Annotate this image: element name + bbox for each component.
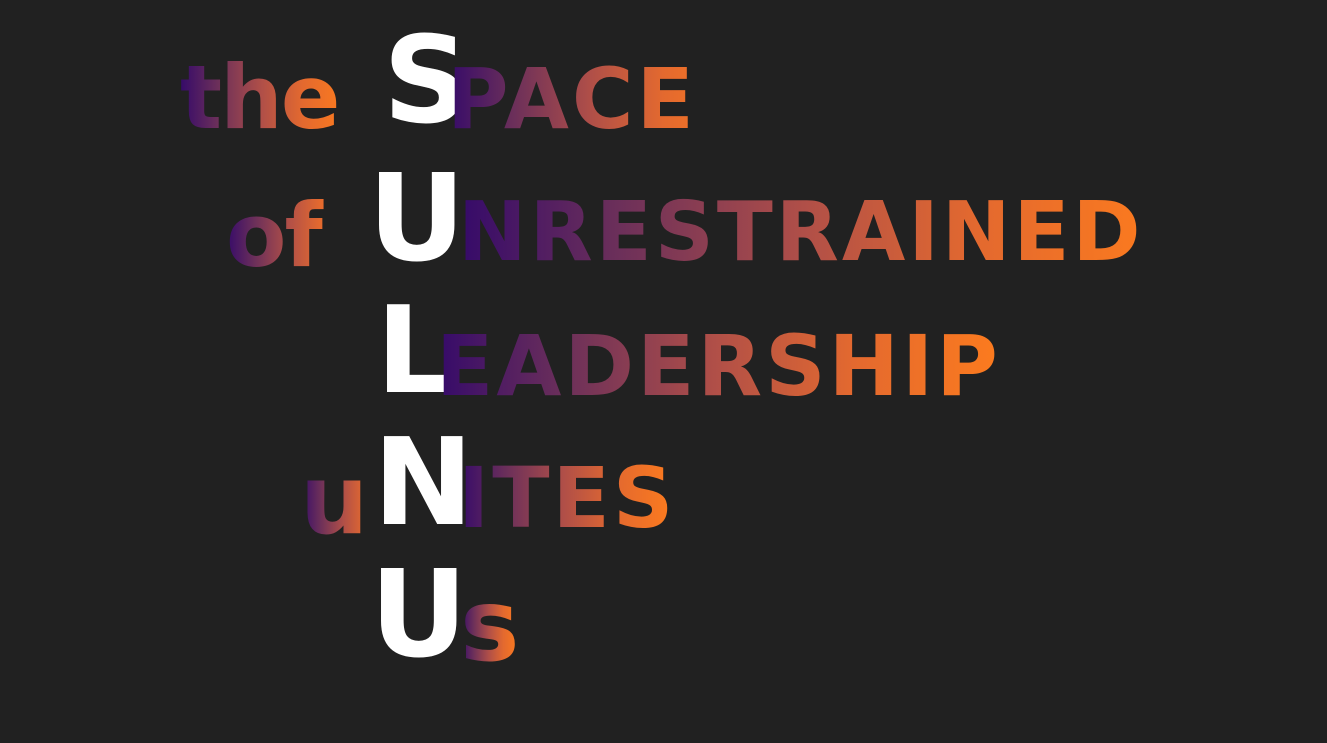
word-eadership: EADERSHIP xyxy=(436,324,1016,408)
initial-u-1: U xyxy=(368,150,466,289)
word-ites: ITES xyxy=(458,449,677,547)
word-nrestrained: NRESTRAINED xyxy=(458,192,1178,274)
word-s: s xyxy=(460,576,520,676)
initial-u-2: U xyxy=(370,546,468,685)
initial-n: N xyxy=(373,414,474,553)
initial-s: S xyxy=(383,12,470,151)
word-u: u xyxy=(300,452,390,548)
word-pace: PACE xyxy=(447,57,747,141)
initial-l: L xyxy=(376,282,453,421)
word-of: of xyxy=(226,192,356,280)
word-the: the xyxy=(180,54,350,142)
